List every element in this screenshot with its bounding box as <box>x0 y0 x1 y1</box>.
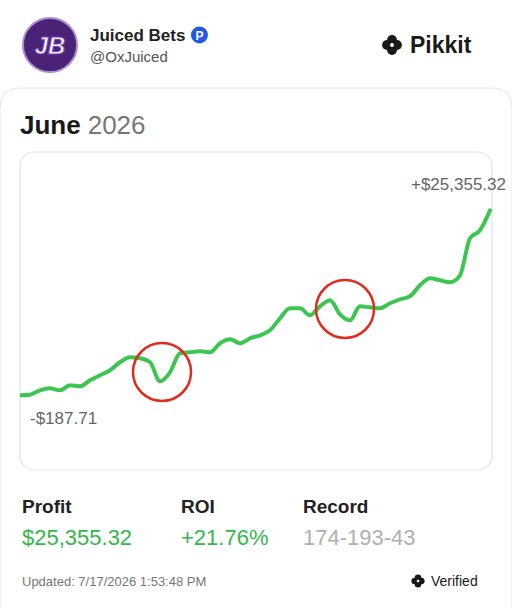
highlight-circle <box>316 280 374 338</box>
clover-center <box>390 43 394 47</box>
stat-label: ROI <box>181 496 215 517</box>
account-name: Juiced Bets <box>90 26 185 45</box>
stat-value: $25,355.32 <box>22 525 132 550</box>
avatar-text: JB <box>35 32 66 59</box>
plot-area <box>20 210 490 395</box>
avatar: JB <box>23 18 77 72</box>
max-label: +$25,355.32 <box>411 175 506 194</box>
avatar-circle <box>23 18 77 72</box>
stat-value: +21.76% <box>181 525 268 550</box>
screen: JB Juiced Bets P @OxJuiced Pikkit June2026 +$2… <box>0 0 512 608</box>
brand-name: Pikkit <box>410 32 472 58</box>
chart-subtitle: 2026 <box>88 110 146 140</box>
card <box>0 88 512 608</box>
verified-text: Verified <box>431 573 478 589</box>
clover-center <box>417 580 420 583</box>
highlight-circle <box>133 343 191 401</box>
badge-circle <box>191 27 208 44</box>
chart-title-group: June2026 <box>20 110 146 140</box>
brand-logo <box>382 35 402 55</box>
plot-frame <box>20 152 492 470</box>
badge-text: P <box>195 29 203 43</box>
stat-value: 174-193-43 <box>303 525 416 550</box>
updated-text: Updated: 7/17/2026 1:53:48 PM <box>22 574 206 589</box>
stat-label: Profit <box>22 496 72 517</box>
account-handle: @OxJuiced <box>90 48 168 65</box>
verified-logo <box>411 574 424 587</box>
min-label: -$187.71 <box>30 409 97 428</box>
profit-line <box>20 210 490 395</box>
chart-title: June <box>20 110 81 140</box>
stat-label: Record <box>303 496 368 517</box>
